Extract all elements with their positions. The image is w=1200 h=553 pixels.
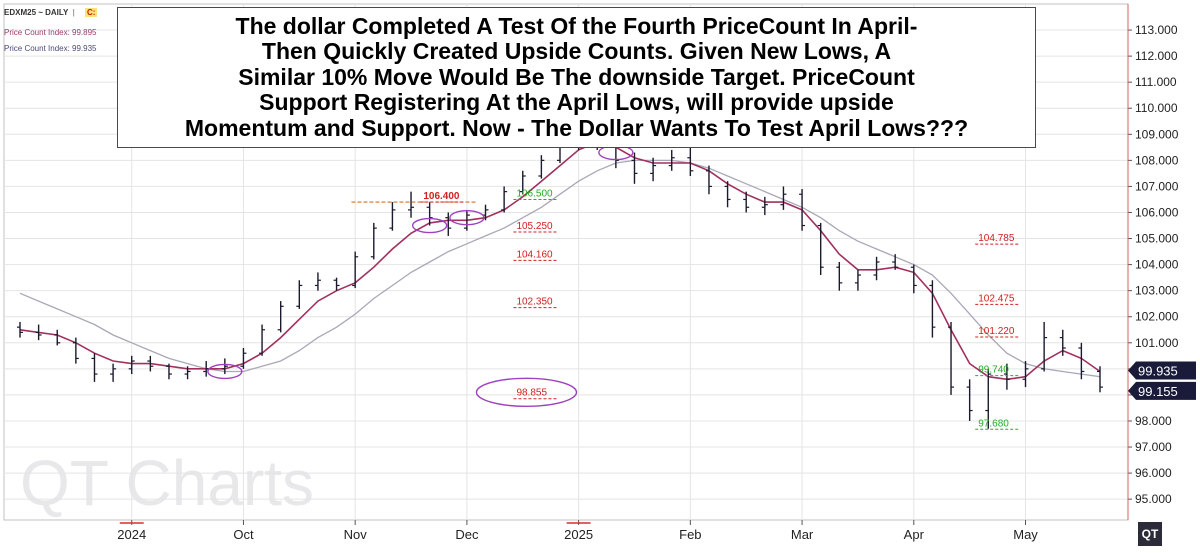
symbol-header[interactable]: EDXM25 ~ DAILY | C:	[4, 8, 98, 17]
indicator-legend-2: Price Count Index: 99.935	[4, 44, 97, 53]
highlight-ellipse	[411, 217, 448, 234]
level-label: 106.500	[516, 188, 553, 199]
indicator-legend-1: Price Count Index: 99.895	[4, 28, 97, 37]
y-tick-label: 107.000	[1135, 179, 1179, 193]
y-tick-label: 113.000	[1135, 23, 1178, 37]
level-label: 101.220	[978, 326, 1015, 337]
y-tick-label: 103.000	[1135, 284, 1179, 298]
x-tick-label: May	[1013, 527, 1038, 542]
x-tick-label: 2024	[117, 527, 146, 542]
last-price-label: 99.155	[1138, 384, 1178, 399]
y-tick-label: 112.000	[1135, 49, 1178, 63]
qt-logo: QT	[1138, 522, 1162, 546]
annotation-text: The dollar Completed A Test Of the Fourt…	[184, 12, 969, 141]
y-tick-label: 97.000	[1135, 440, 1172, 454]
level-label: 99.740	[978, 365, 1009, 376]
header-separator-icon: |	[72, 8, 75, 17]
level-label: 102.475	[978, 293, 1015, 304]
level-label: 98.855	[516, 388, 547, 399]
highlight-ellipse	[449, 209, 485, 226]
level-label: 104.785	[978, 233, 1015, 244]
highlight-ellipse	[475, 377, 578, 408]
header-tag: C:	[84, 8, 98, 17]
y-tick-label: 108.000	[1135, 153, 1179, 167]
x-tick-label: 2025	[564, 527, 593, 542]
y-tick-label: 109.000	[1135, 127, 1179, 141]
x-tick-label: Apr	[904, 527, 925, 542]
y-tick-label: 102.000	[1135, 310, 1179, 324]
y-tick-label: 95.000	[1135, 492, 1172, 506]
x-tick-label: Oct	[233, 527, 254, 542]
y-tick-label: 105.000	[1135, 232, 1179, 246]
y-tick-label: 106.000	[1135, 205, 1179, 219]
y-tick-label: 111.000	[1135, 75, 1177, 89]
level-label: 104.160	[516, 249, 553, 260]
annotation-box: The dollar Completed A Test Of the Fourt…	[117, 7, 1036, 148]
fast-ma-line	[19, 141, 1101, 381]
last-price-tag	[1128, 361, 1196, 380]
x-tick-label: Nov	[344, 527, 368, 542]
y-tick-label: 96.000	[1135, 466, 1172, 480]
y-tick-label: 98.000	[1135, 414, 1172, 428]
highlight-ellipse	[207, 363, 243, 380]
y-tick-label: 110.000	[1135, 101, 1178, 115]
x-tick-label: Dec	[455, 527, 479, 542]
level-label: 105.250	[516, 221, 553, 232]
symbol-label: EDXM25 ~ DAILY	[4, 8, 69, 17]
x-tick-label: Mar	[791, 527, 814, 542]
watermark-text: QT Charts	[20, 447, 314, 519]
level-label: 97.680	[978, 418, 1009, 429]
level-label: 106.400	[423, 191, 460, 202]
y-tick-label: 104.000	[1135, 258, 1179, 272]
level-label: 102.350	[516, 297, 553, 308]
last-price-tag	[1128, 381, 1196, 400]
x-tick-label: Feb	[679, 527, 701, 542]
y-tick-label: 101.000	[1135, 336, 1179, 350]
last-price-label: 99.935	[1138, 364, 1178, 379]
slow-ma-line	[19, 159, 1101, 378]
